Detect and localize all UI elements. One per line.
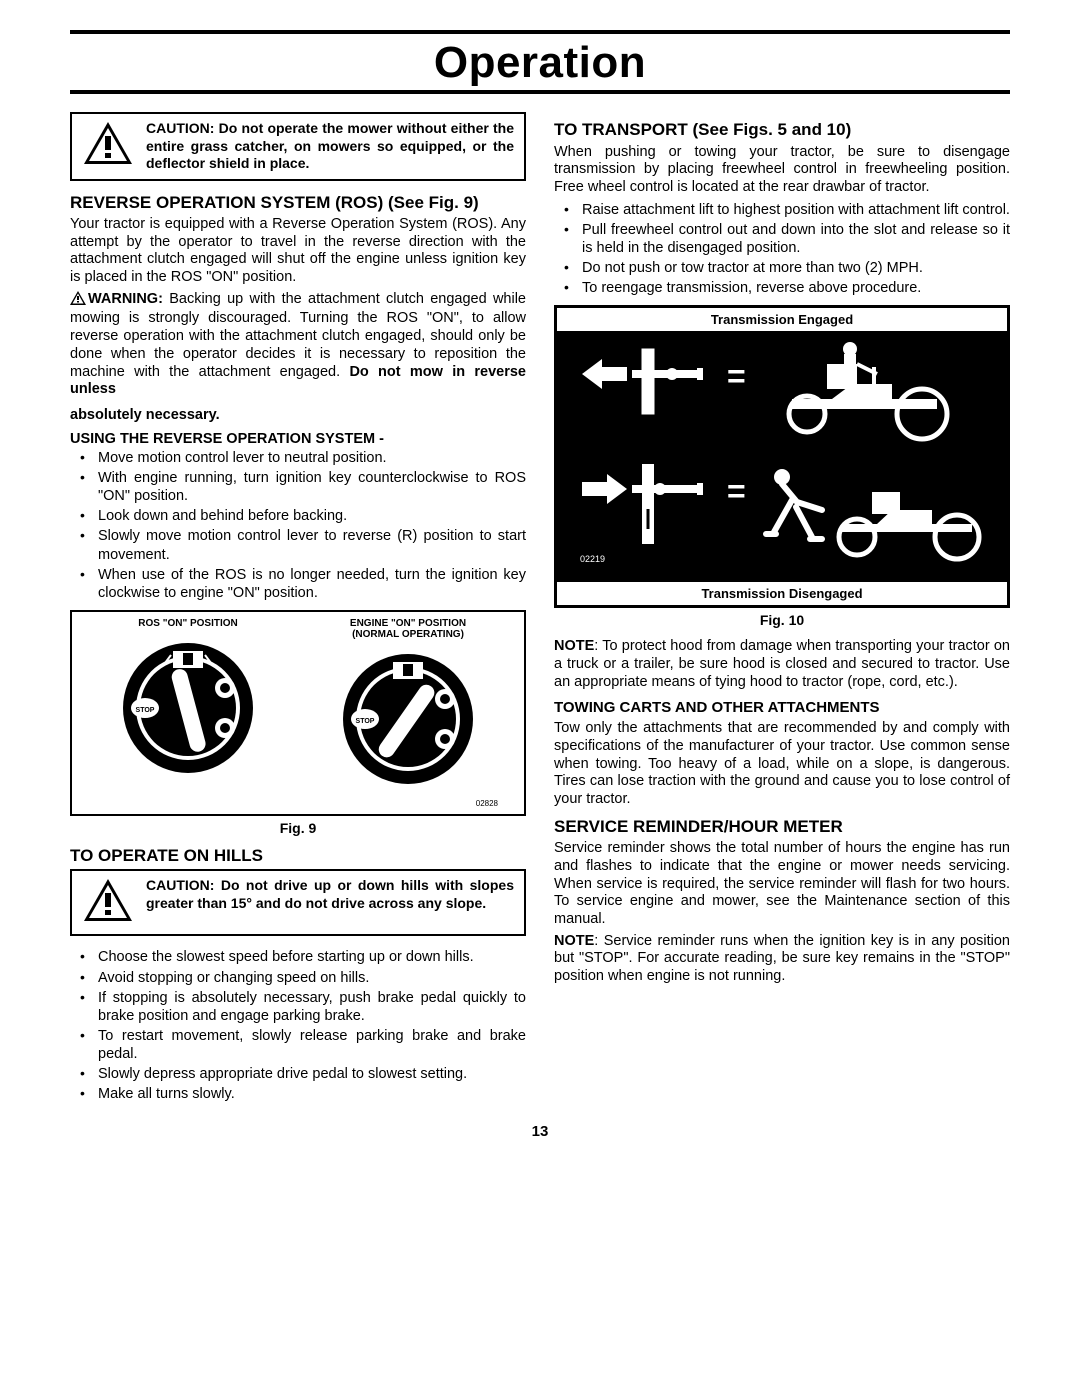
figure-10-box: Transmission Engaged = <box>554 305 1010 608</box>
list-item: With engine running, turn ignition key c… <box>70 469 526 505</box>
list-item: To reengage transmission, reverse above … <box>554 279 1010 297</box>
hills-heading: To Operate On Hills <box>70 846 526 866</box>
list-item: Make all turns slowly. <box>70 1085 526 1103</box>
note-hood: NOTE: To protect hood from damage when t… <box>554 638 1010 691</box>
fig9-header-ros: ROS "ON" POSITION <box>78 618 298 629</box>
warning-triangle-icon <box>82 120 134 171</box>
service-heading: SERVICE REMINDER/HOUR METER <box>554 817 1010 837</box>
list-item: Raise attachment lift to highest positio… <box>554 201 1010 219</box>
transport-paragraph: When pushing or towing your tractor, be … <box>554 144 1010 197</box>
transmission-diagram: = <box>557 331 1007 582</box>
list-item: Choose the slowest speed before starting… <box>70 948 526 966</box>
list-item: Slowly depress appropriate drive pedal t… <box>70 1065 526 1083</box>
caution-text: CAUTION: Do not operate the mower withou… <box>146 120 514 173</box>
ros-heading: REVERSE OPERATION SYSTEM (ROS) (See Fig.… <box>70 193 526 213</box>
ros-paragraph: Your tractor is equipped with a Reverse … <box>70 216 526 287</box>
list-item: Look down and behind before backing. <box>70 507 526 525</box>
absolutely-necessary: absolutely necessary. <box>70 407 526 423</box>
list-item: Avoid stopping or changing speed on hill… <box>70 969 526 987</box>
trans-engaged-label: Transmission Engaged <box>557 312 1007 327</box>
ignition-ros-icon: STOP <box>113 633 263 783</box>
warning-label: WARNING: <box>88 291 163 307</box>
list-item: Slowly move motion control lever to reve… <box>70 527 526 563</box>
list-item: If stopping is absolutely necessary, pus… <box>70 989 526 1025</box>
hills-steps-list: Choose the slowest speed before starting… <box>70 948 526 1103</box>
ros-warning-paragraph: WARNING: Backing up with the attachment … <box>70 291 526 399</box>
top-rule <box>70 30 1010 34</box>
list-item: Do not push or tow tractor at more than … <box>554 259 1010 277</box>
caution-box-hills: CAUTION: Do not drive up or down hills w… <box>70 869 526 936</box>
page-number: 13 <box>70 1123 1010 1140</box>
svg-text:=: = <box>727 358 746 394</box>
caution-text: CAUTION: Do not drive up or down hills w… <box>146 877 514 912</box>
list-item: Pull freewheel control out and down into… <box>554 221 1010 257</box>
fig9-code: 02828 <box>298 799 518 808</box>
fig10-label: Fig. 10 <box>554 612 1010 628</box>
fig10-code: 02219 <box>580 554 605 564</box>
list-item: When use of the ROS is no longer needed,… <box>70 566 526 602</box>
right-column: TO TRANSPORT (See Figs. 5 and 10) When p… <box>554 112 1010 1105</box>
transport-heading: TO TRANSPORT (See Figs. 5 and 10) <box>554 120 1010 140</box>
figure-9-box: ROS "ON" POSITION STOP ENGINE "ON" <box>70 610 526 816</box>
note-service: NOTE: Service reminder runs when the ign… <box>554 933 1010 986</box>
warning-triangle-icon <box>82 877 134 928</box>
inline-warning-icon <box>70 291 86 311</box>
service-paragraph: Service reminder shows the total number … <box>554 840 1010 928</box>
svg-text:=: = <box>727 473 746 509</box>
towing-heading: TOWING CARTS AND OTHER ATTACHMENTS <box>554 699 1010 716</box>
ignition-engine-icon: STOP <box>333 644 483 794</box>
trans-diseng-label: Transmission Disengaged <box>557 586 1007 601</box>
list-item: To restart movement, slowly release park… <box>70 1027 526 1063</box>
fig9-header-engine: ENGINE "ON" POSITION(NORMAL OPERATING) <box>298 618 518 640</box>
columns: CAUTION: Do not operate the mower withou… <box>70 112 1010 1105</box>
transport-steps-list: Raise attachment lift to highest positio… <box>554 201 1010 298</box>
fig9-label: Fig. 9 <box>70 820 526 836</box>
left-column: CAUTION: Do not operate the mower withou… <box>70 112 526 1105</box>
using-ros-heading: USING THE REVERSE OPERATION SYSTEM - <box>70 431 526 447</box>
towing-paragraph: Tow only the attachments that are recomm… <box>554 720 1010 808</box>
page-title: Operation <box>70 38 1010 88</box>
title-rule <box>70 90 1010 94</box>
caution-box-mower: CAUTION: Do not operate the mower withou… <box>70 112 526 181</box>
ros-steps-list: Move motion control lever to neutral pos… <box>70 449 526 602</box>
svg-text:STOP: STOP <box>356 718 375 725</box>
list-item: Move motion control lever to neutral pos… <box>70 449 526 467</box>
svg-text:STOP: STOP <box>136 707 155 714</box>
